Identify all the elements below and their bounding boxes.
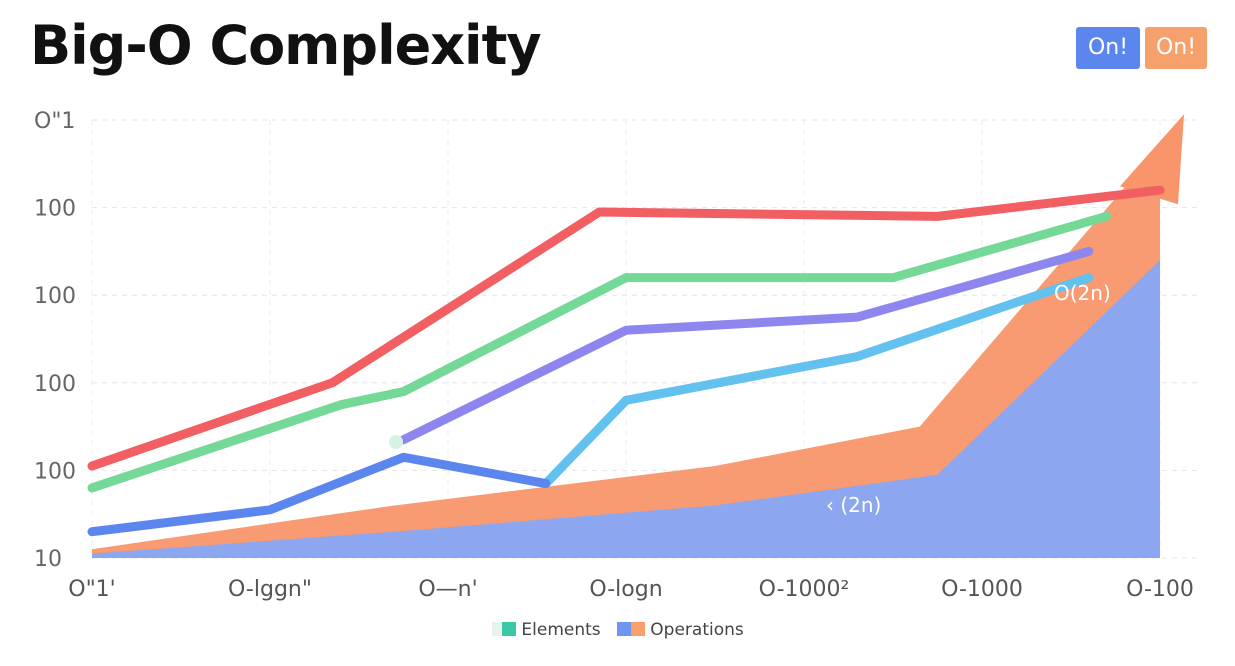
data-point-red — [935, 214, 940, 219]
y-tick-label: 10 — [34, 547, 62, 572]
legend: Elements Operations — [492, 620, 744, 642]
x-tick-label: O-logn — [589, 577, 662, 602]
series-line-purple — [399, 246, 1094, 445]
area-series — [92, 114, 1184, 558]
legend-swatch-elements-main — [502, 622, 516, 636]
legend-swatch-elements — [492, 622, 502, 636]
annotation-o2n-lower: ‹ (2n) — [826, 493, 881, 517]
line-series — [87, 185, 1165, 537]
data-point-green — [339, 402, 344, 407]
x-tick-label: O—n' — [418, 577, 477, 602]
data-point-green — [891, 275, 895, 280]
series-line-blue — [87, 452, 551, 537]
y-tick-label: 100 — [34, 372, 76, 397]
x-axis-ticks: O"1' O-lggn" O—n' O-logn O-1000² O-1000 O-100 — [68, 577, 1194, 602]
data-point-blue — [268, 507, 272, 512]
data-point-red — [1158, 188, 1162, 193]
data-point-green — [1104, 214, 1109, 219]
data-point-red — [597, 209, 602, 214]
x-tick-label: O-1000 — [941, 577, 1023, 602]
data-point-red — [330, 380, 335, 385]
data-point-green — [401, 389, 406, 394]
x-tick-label: O-100 — [1126, 577, 1194, 602]
data-point-blue — [543, 481, 548, 486]
data-point-cyan — [624, 398, 628, 403]
y-tick-label: 100 — [34, 197, 76, 222]
x-tick-label: O-1000² — [759, 577, 850, 602]
data-point-cyan — [1086, 275, 1091, 280]
badge-orange-button[interactable]: On! — [1145, 27, 1207, 69]
legend-swatch-operations-blue — [616, 622, 631, 636]
data-point-blue — [90, 529, 94, 534]
data-point-purple — [855, 315, 860, 320]
y-tick-label: 100 — [34, 459, 76, 484]
data-point-cyan — [855, 354, 860, 359]
y-tick-label: O"1 — [34, 109, 75, 134]
arrow-head-orange — [1120, 114, 1184, 205]
x-tick-label: O"1' — [68, 577, 115, 602]
data-point-green — [624, 275, 628, 280]
legend-label-elements: Elements — [521, 620, 601, 640]
y-axis-ticks: 10 100 100 100 100 O"1 — [34, 109, 76, 572]
chart-title: Big-O Complexity — [30, 14, 542, 77]
y-tick-label: 100 — [34, 284, 76, 309]
series-line-cyan — [541, 273, 1094, 489]
data-point-green — [90, 485, 94, 490]
x-tick-label: O-lggn" — [228, 577, 312, 602]
data-point-purple — [1086, 249, 1091, 254]
data-point-purple — [624, 328, 628, 333]
area-area-orange — [92, 146, 1160, 558]
series-line-green — [87, 211, 1112, 493]
annotations: O(2n) ‹ (2n) — [826, 281, 1111, 517]
legend-label-operations: Operations — [650, 620, 744, 640]
faded-marker — [389, 435, 403, 449]
data-point-red — [90, 464, 94, 469]
annotation-o2n-upper: O(2n) — [1054, 281, 1111, 305]
area-area-blue — [92, 260, 1160, 558]
badge-blue-button[interactable]: On! — [1076, 27, 1140, 69]
data-point-blue — [401, 455, 406, 460]
legend-swatch-operations — [630, 622, 645, 636]
